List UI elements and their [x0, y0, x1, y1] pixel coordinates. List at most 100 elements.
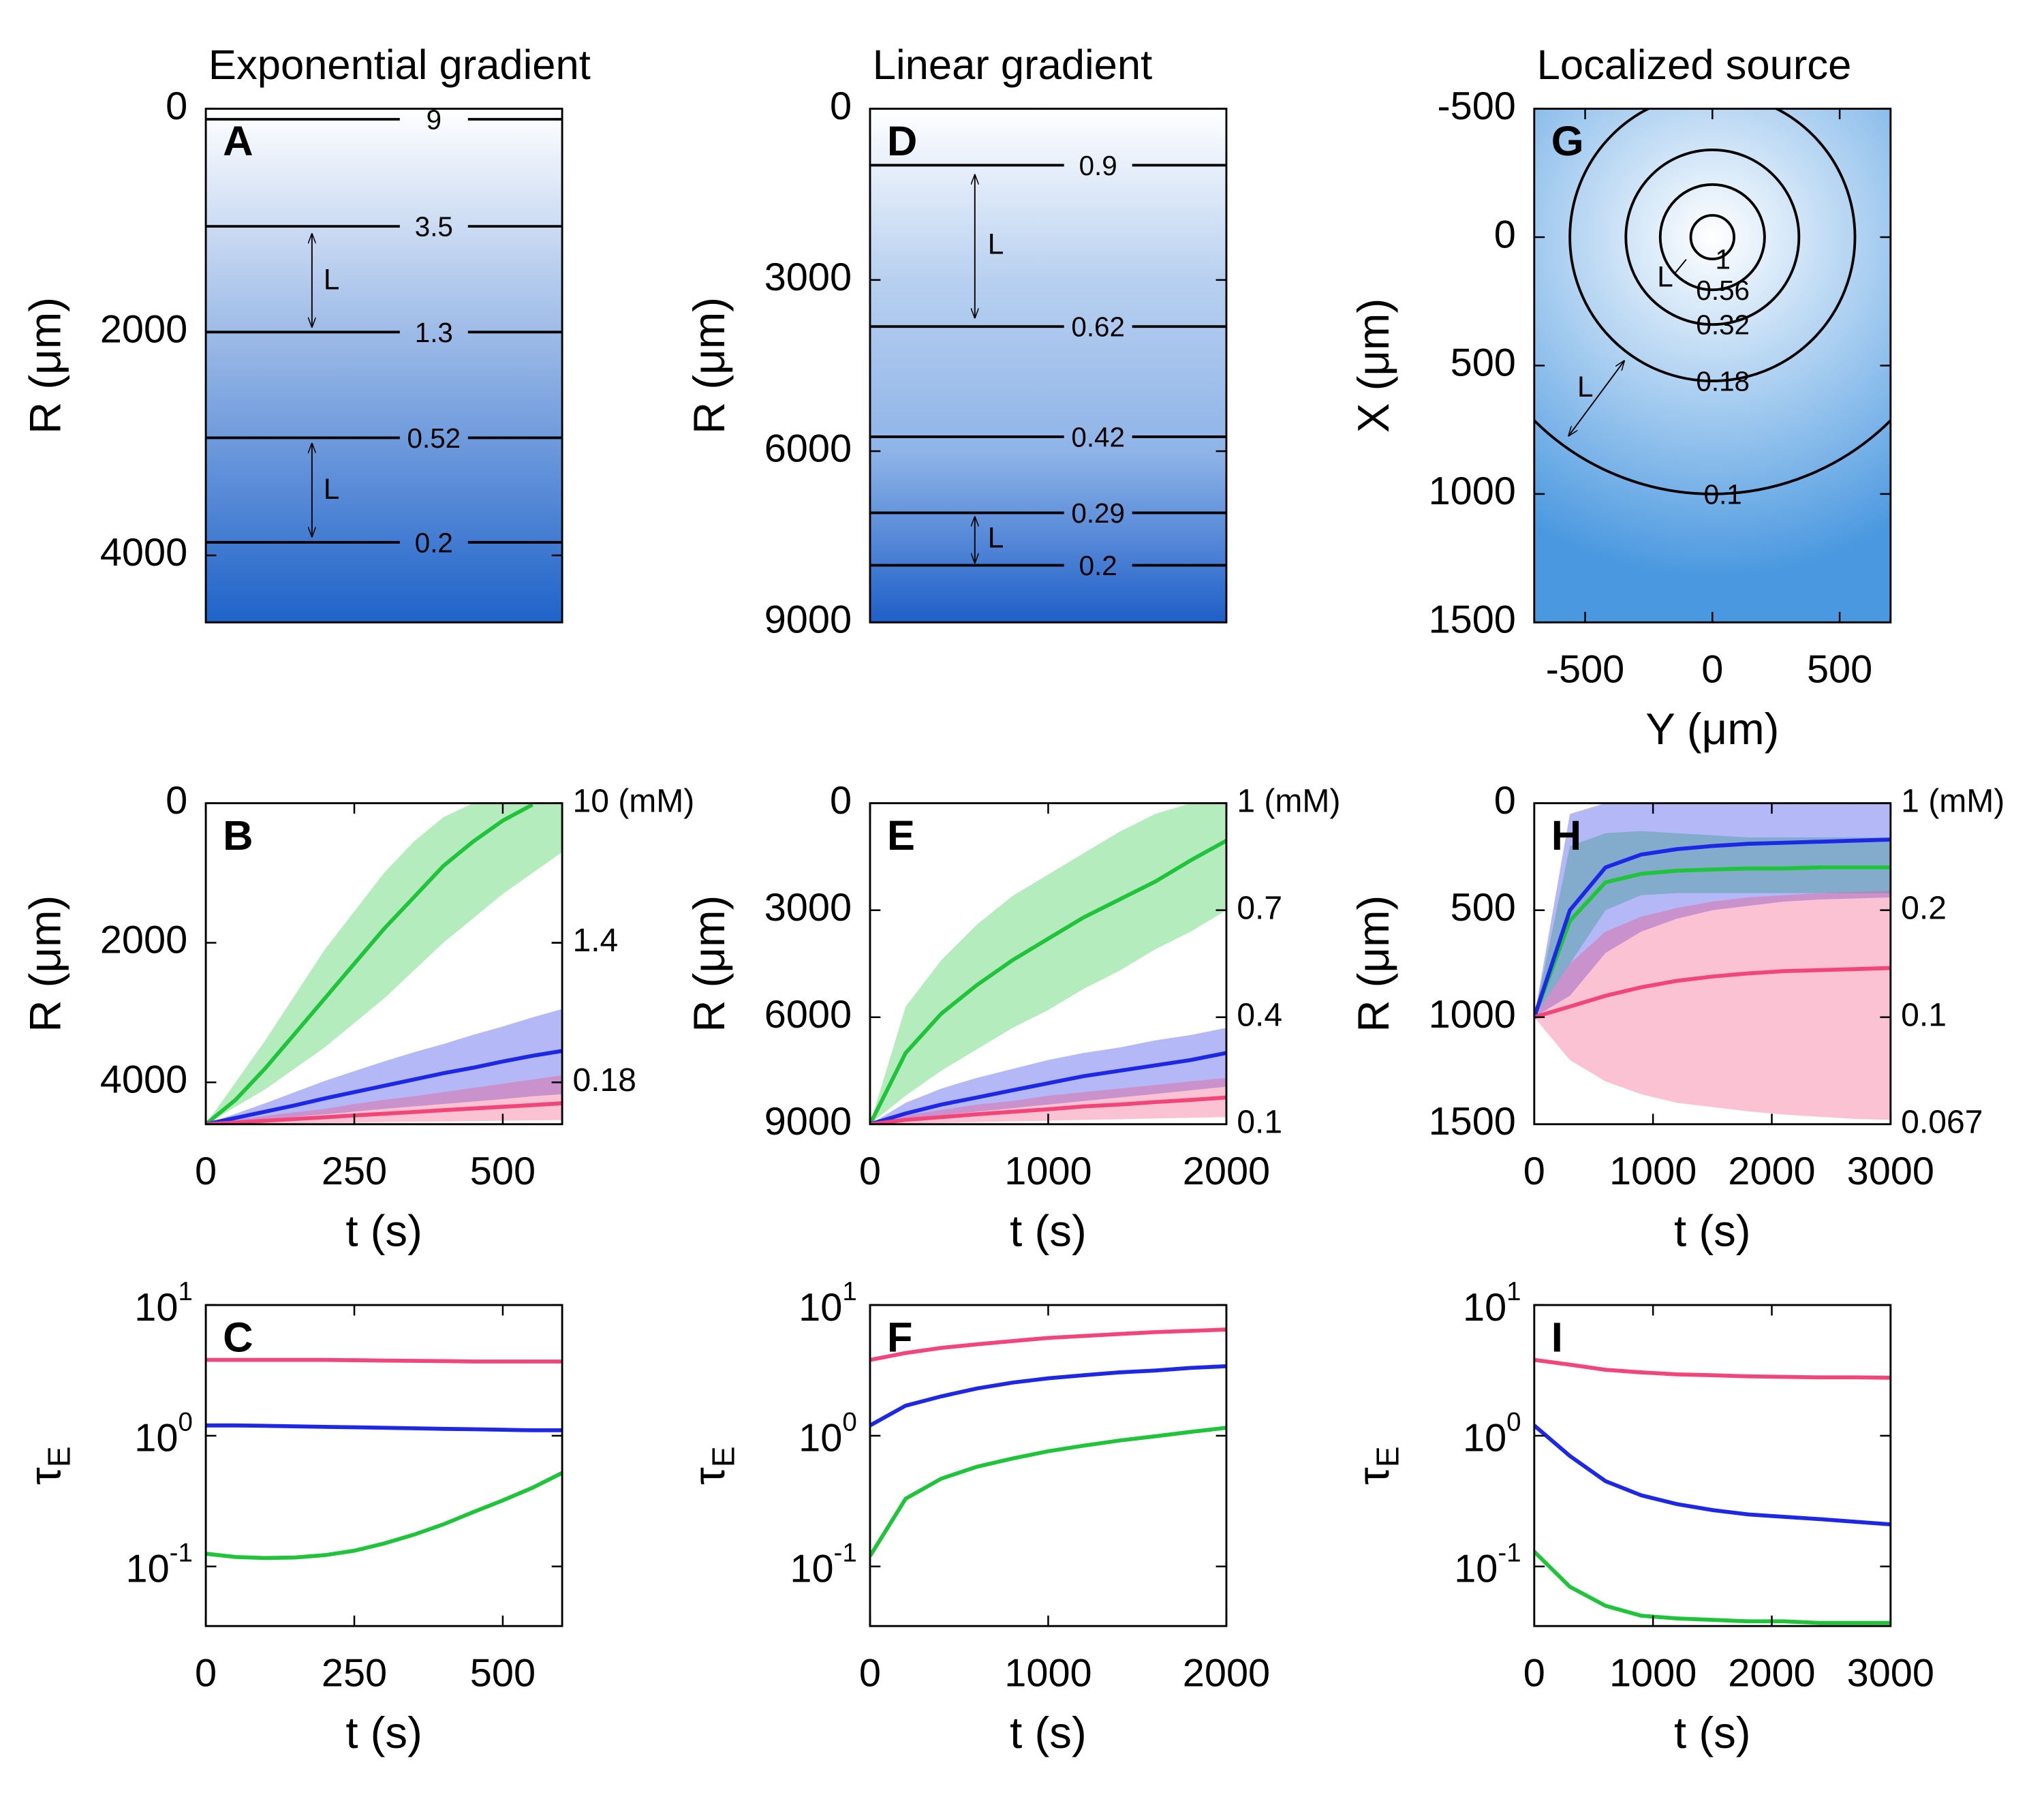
panel-title: Localized source — [1537, 42, 1852, 89]
y-axis-label: R (μm) — [20, 895, 70, 1032]
axes-box — [869, 108, 1228, 624]
panel — [206, 1357, 563, 1560]
panel-letter: G — [1551, 118, 1584, 165]
y-axis-label: R (μm) — [20, 297, 70, 434]
annotation: L — [324, 473, 340, 505]
y-tick-exponent: -1 — [170, 1539, 193, 1568]
y-tick-label: 100 — [1463, 1408, 1521, 1460]
annotation: L — [1657, 261, 1673, 293]
x-tick-label: 0 — [1701, 648, 1723, 692]
series-line — [869, 1364, 1226, 1428]
y-axis-label-sub: E — [42, 1446, 77, 1467]
x-tick-label: 250 — [322, 1150, 387, 1193]
panel — [869, 803, 1226, 1124]
x-tick-label: 0 — [859, 1651, 881, 1695]
annotation: L — [988, 521, 1004, 553]
contour-label: 0.32 — [1696, 309, 1750, 341]
y-tick-exponent: 1 — [842, 1277, 856, 1306]
y-tick-label: 0 — [830, 84, 852, 128]
contour-label: 0.2 — [1079, 550, 1117, 581]
heatmap — [206, 108, 563, 623]
panel-letter: F — [887, 1314, 913, 1361]
panel-letter: C — [223, 1314, 253, 1361]
panel-letter: D — [887, 118, 917, 165]
panel-letter: B — [223, 812, 253, 859]
x-tick-label: 500 — [470, 1651, 536, 1695]
contour-label: 0.29 — [1071, 497, 1125, 529]
panel-letter: I — [1551, 1314, 1563, 1361]
series-line — [1534, 1424, 1891, 1526]
annotation: L — [1577, 371, 1594, 403]
y-tick-label: 100 — [134, 1408, 193, 1460]
annotation: L — [324, 264, 340, 296]
y-tick-label: 10-1 — [790, 1539, 856, 1591]
contour-line — [1689, 214, 1735, 260]
x-axis-label: t (s) — [1674, 1708, 1751, 1757]
y-tick-exponent: 0 — [842, 1408, 856, 1437]
y-tick-label: 500 — [1451, 341, 1516, 385]
y-axis-label-main: τ — [20, 1467, 70, 1485]
conc-label: 0.18 — [572, 1062, 636, 1098]
y-tick-base: 10 — [799, 1286, 842, 1329]
panel — [1534, 1357, 1891, 1625]
y-tick-base: 10 — [126, 1548, 170, 1591]
x-tick-label: 1000 — [1004, 1651, 1091, 1695]
y-tick-label: 1000 — [1429, 993, 1516, 1036]
x-tick-label: 1000 — [1609, 1651, 1697, 1695]
x-tick-label: 0 — [1523, 1150, 1545, 1193]
panel-title: Linear gradient — [873, 42, 1152, 89]
contour-label: 1.3 — [415, 317, 453, 348]
y-tick-label: 10-1 — [1454, 1539, 1521, 1591]
series-line — [206, 1423, 563, 1432]
conc-label: 0.4 — [1237, 996, 1282, 1033]
contour-label: 9 — [427, 104, 442, 136]
conc-label: 10 (mM) — [572, 782, 694, 819]
y-tick-base: 10 — [134, 1286, 178, 1329]
series-line — [1534, 1550, 1891, 1625]
x-axis-label: t (s) — [345, 1206, 422, 1256]
x-tick-label: -500 — [1546, 648, 1624, 692]
y-tick-label: 101 — [1463, 1277, 1521, 1329]
x-tick-label: 500 — [470, 1150, 536, 1193]
y-tick-exponent: -1 — [834, 1539, 857, 1568]
y-axis-label-main: R (μm) — [1348, 895, 1398, 1032]
y-tick-label: 9000 — [764, 1100, 852, 1143]
x-tick-label: 2000 — [1728, 1150, 1815, 1193]
contour-line — [1624, 148, 1801, 326]
band — [206, 803, 563, 1124]
y-tick-base: 10 — [799, 1417, 842, 1460]
y-tick-label: 0 — [166, 779, 187, 822]
x-axis-label: t (s) — [345, 1708, 422, 1757]
y-tick-base: 10 — [134, 1417, 178, 1460]
y-tick-label: 2000 — [100, 308, 187, 352]
conc-label: 0.067 — [1901, 1103, 1983, 1140]
band — [1534, 803, 1891, 1017]
y-axis-label-sub: E — [1369, 1446, 1405, 1467]
contour-label: 0.42 — [1071, 421, 1125, 452]
y-axis-label: τE — [684, 1446, 741, 1485]
x-tick-label: 1000 — [1609, 1150, 1697, 1193]
axes-box — [204, 1304, 563, 1627]
y-tick-label: 101 — [134, 1277, 193, 1329]
y-tick-label: 3000 — [764, 256, 852, 299]
conc-label: 0.1 — [1901, 996, 1947, 1033]
y-tick-label: 500 — [1451, 886, 1516, 929]
y-tick-exponent: 0 — [178, 1408, 192, 1437]
panel — [869, 108, 1226, 623]
y-tick-label: 3000 — [764, 886, 852, 929]
panel — [206, 108, 563, 623]
band — [869, 1077, 1226, 1124]
y-axis-label-main: R (μm) — [684, 895, 734, 1032]
conc-label: 0.1 — [1237, 1103, 1282, 1140]
panel-letter: E — [887, 812, 915, 859]
x-tick-label: 2000 — [1728, 1651, 1815, 1695]
y-axis-label-main: R (μm) — [20, 895, 70, 1032]
annotation: L — [988, 228, 1004, 260]
band — [869, 803, 1226, 1124]
y-tick-exponent: -1 — [1498, 1539, 1521, 1568]
contour-label: 0.52 — [407, 422, 461, 454]
y-tick-exponent: 0 — [1506, 1408, 1521, 1437]
y-tick-label: 0 — [1494, 213, 1516, 256]
series-line — [206, 1471, 563, 1560]
